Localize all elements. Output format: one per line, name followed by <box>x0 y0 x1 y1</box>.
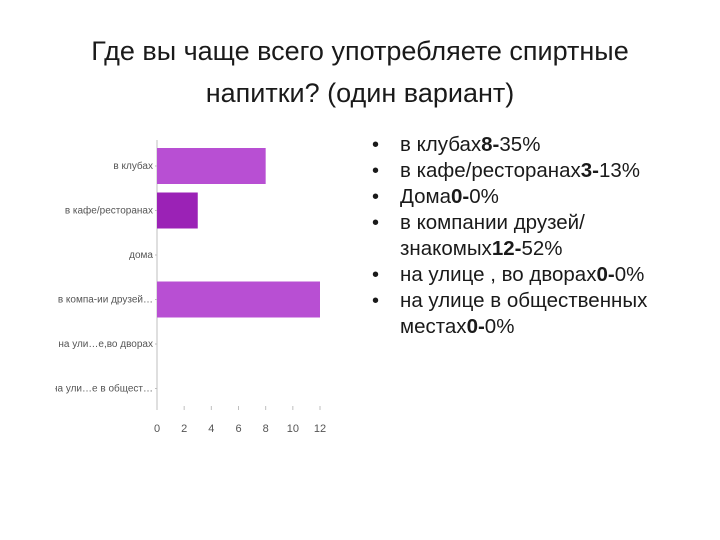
x-tick-label: 10 <box>287 423 299 435</box>
answer-text: на улице в общественных местах <box>400 289 648 338</box>
answer-percent: 0% <box>614 263 645 286</box>
answer-count: 8- <box>481 133 500 156</box>
x-tick-label: 0 <box>154 423 160 435</box>
bar-chart: в клубах в кафе/ресторанах дома в компа-ии … <box>55 140 345 445</box>
answer-percent: 52% <box>521 237 563 260</box>
slide-title: Где вы чаще всего употребляете спиртные … <box>40 30 680 114</box>
bar <box>157 148 266 184</box>
answer-text: Дома <box>400 185 452 208</box>
answer-percent: 13% <box>599 159 641 182</box>
answer-count: 0- <box>451 185 470 208</box>
x-tick-label: 6 <box>235 423 241 435</box>
x-tick-label: 2 <box>181 423 187 435</box>
answer-text: в компании друзей/знакомых <box>400 211 585 260</box>
answer-item: на улице , во дворах0-0% <box>368 262 698 288</box>
answer-count: 3- <box>580 159 599 182</box>
answer-percent: 0% <box>484 315 515 338</box>
category-label: в компа-ии друзей… <box>58 295 153 306</box>
answer-text: на улице , во дворах <box>400 263 597 286</box>
category-label: в кафе/ресторанах <box>65 205 153 217</box>
x-tick-label: 12 <box>314 423 326 435</box>
answer-list: в клубах8-35%в кафе/ресторанах3-13%Дома0… <box>368 132 698 340</box>
answer-item: в кафе/ресторанах3-13% <box>368 158 698 184</box>
title-line-1: Где вы чаще всего употребляете спиртные <box>91 36 629 66</box>
answer-text: в кафе/ресторанах <box>400 159 581 182</box>
answer-count: 0- <box>466 315 485 338</box>
answer-item: в компании друзей/знакомых12-52% <box>368 210 698 262</box>
category-label: в клубах <box>113 160 153 172</box>
answer-text: в клубах <box>400 133 482 156</box>
answer-percent: 0% <box>469 185 499 208</box>
answer-item: в клубах8-35% <box>368 132 698 158</box>
x-tick-label: 4 <box>208 423 214 435</box>
answer-count: 12- <box>491 237 522 260</box>
bar-chart-svg: в клубах в кафе/ресторанах дома в компа-ии … <box>55 140 326 435</box>
x-tick-label: 8 <box>263 423 269 435</box>
answer-percent: 35% <box>499 133 541 156</box>
bar <box>157 192 198 229</box>
category-label: на ули…е в общест… <box>55 383 153 395</box>
bar <box>157 281 320 318</box>
category-label: дома <box>129 250 153 261</box>
title-line-2: напитки? (один вариант) <box>205 78 515 108</box>
category-label: на ули…е,во дворах <box>58 339 153 350</box>
answer-item: Дома0-0% <box>368 184 698 210</box>
answer-item: на улице в общественных местах0-0% <box>368 288 698 340</box>
answer-count: 0- <box>596 263 615 286</box>
